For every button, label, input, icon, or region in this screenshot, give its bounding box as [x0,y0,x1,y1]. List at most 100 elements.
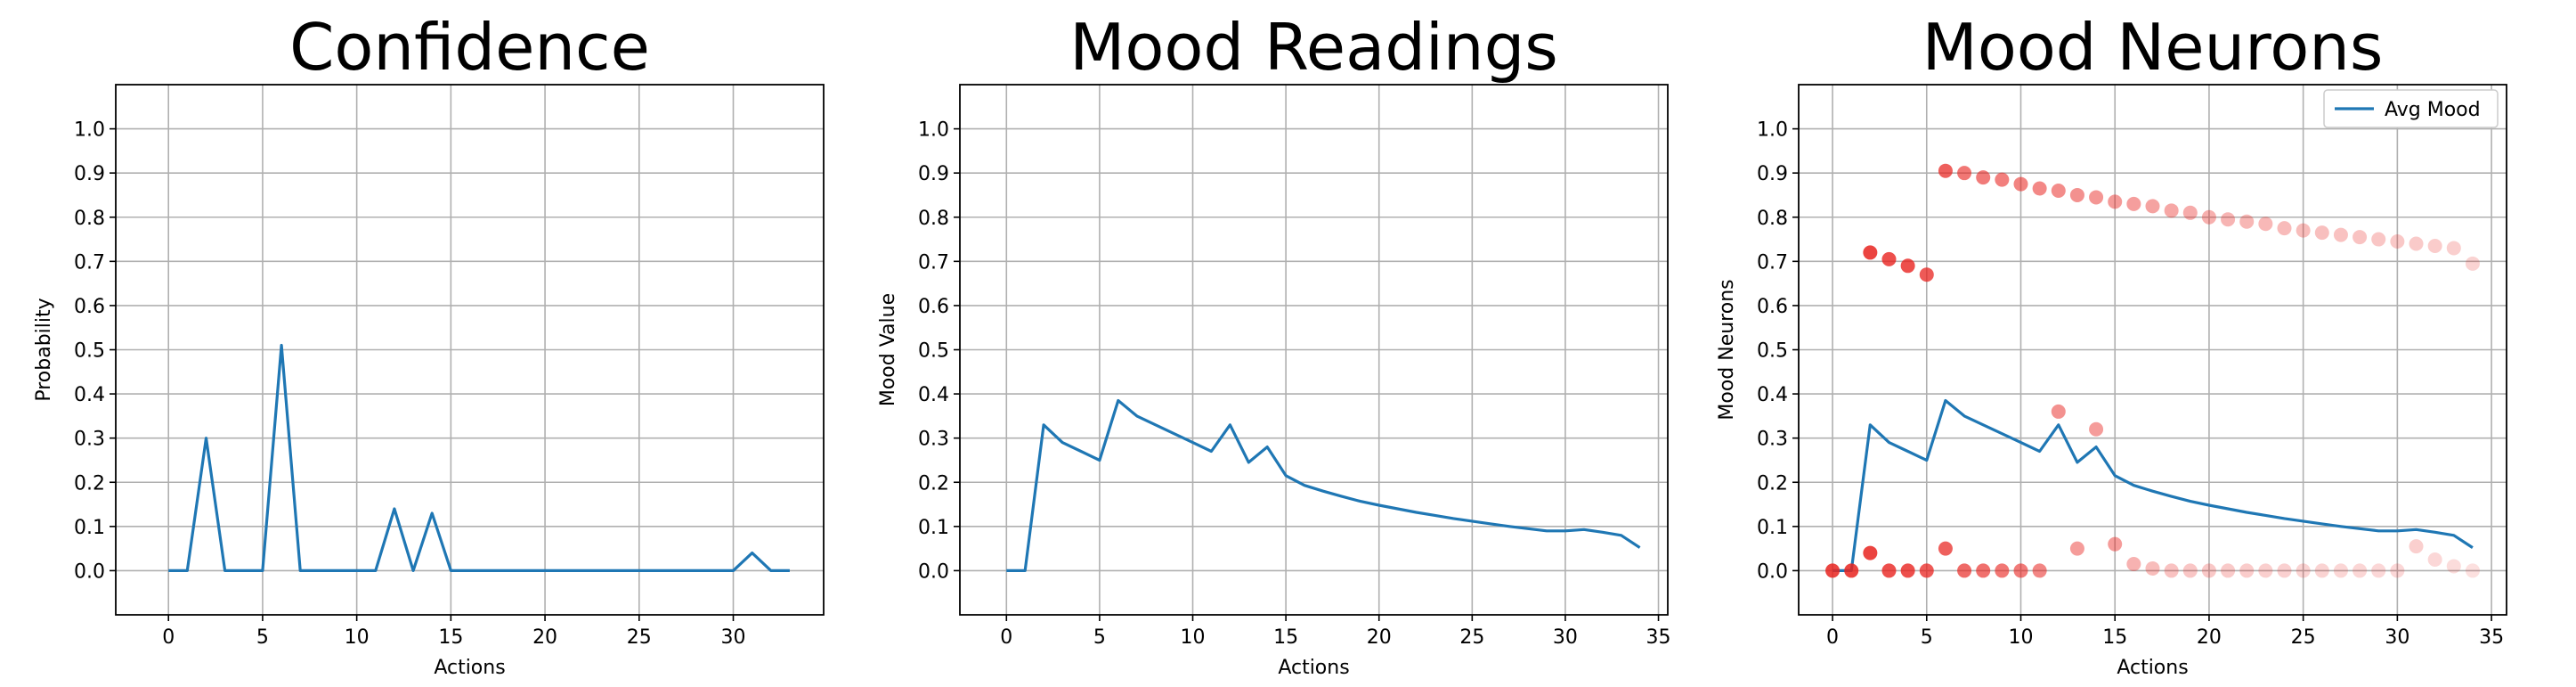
legend: Avg Mood [2323,89,2499,128]
y-tick-label: 0.5 [74,340,105,363]
x-tick-label: 5 [256,626,269,649]
y-tick-label: 0.0 [1757,560,1788,583]
scatter-point [1938,541,1953,556]
scatter-point [1900,563,1915,578]
chart-confidence: Confidence Actions Probability 0 5 10 15 20 2… [33,10,825,679]
scatter-point [2446,241,2461,256]
x-tick-label: 25 [1459,626,1484,649]
x-tick-label: 30 [2385,626,2409,649]
y-tick-label: 0.2 [918,472,949,495]
ticks: 0 5 10 15 20 25 30 35 0.0 0.1 0.2 0.3 0.4 0.5 0.6 0.7 0.… [918,119,1671,649]
scatter-point [2353,230,2368,245]
legend-box [2323,89,2499,128]
x-tick-label: 0 [162,626,175,649]
scatter-point [2013,176,2028,192]
y-tick-label: 0.3 [1757,429,1788,451]
x-tick-label: 0 [1826,626,1839,649]
y-tick-label: 0.4 [1757,384,1788,406]
x-axis-label: Actions [1278,657,1349,679]
gridlines [1799,85,2507,615]
scatter-point [2182,563,2198,578]
y-tick-label: 0.8 [1757,208,1788,230]
series-line [1832,398,2474,573]
scatter-point [2239,563,2255,578]
x-tick-label: 35 [1646,626,1671,649]
scatter-point [2371,232,2386,247]
scatter-point [1919,563,1934,578]
scatter-point [2069,541,2084,556]
y-tick-label: 0.7 [918,251,949,274]
y-tick-label: 1.0 [1757,119,1788,142]
x-tick-label: 10 [2008,626,2033,649]
scatter-point [2201,209,2216,225]
scatter-point [2089,190,2104,205]
y-tick-label: 0.7 [1757,251,1788,274]
scatter-point [1957,166,1972,181]
y-axis-label: Mood Neurons [1716,279,1738,420]
scatter-point [2201,563,2216,578]
y-tick-label: 0.2 [74,472,105,495]
scatter-point [2221,563,2236,578]
axes-frame [1798,84,2507,616]
scatter-point [1995,172,2010,187]
scatter-point [2446,559,2461,574]
scatter-point [2258,217,2273,232]
y-tick-label: 0.8 [918,208,949,230]
y-tick-label: 0.4 [918,384,949,406]
x-tick-label: 25 [627,626,652,649]
y-tick-label: 0.0 [74,560,105,583]
scatter-point [1976,563,1991,578]
scatter-point [2353,563,2368,578]
scatter-point [1881,251,1897,266]
scatter-point [2465,563,2480,578]
x-tick-label: 20 [532,626,557,649]
x-tick-label: 25 [2291,626,2316,649]
x-axis-label: Actions [434,657,505,679]
scatter-point [1919,267,1934,282]
y-tick-label: 0.3 [74,429,105,451]
chart-title: Mood Readings [1069,10,1558,85]
scatter-point [2145,199,2160,214]
scatter-point [2108,194,2123,209]
scatter-point [2277,221,2292,236]
ticks: 0 5 10 15 20 25 30 0.0 0.1 0.2 0.3 0.4 0.5 0.6 0.7 0.8 0… [74,119,746,649]
scatter-point [2258,563,2273,578]
y-tick-label: 0.1 [1757,517,1788,539]
scatter-point [2277,563,2292,578]
y-tick-label: 0.4 [74,384,105,406]
y-tick-label: 0.1 [74,517,105,539]
scatter-point [2013,563,2028,578]
x-tick-label: 15 [438,626,463,649]
legend-label: Avg Mood [2385,99,2481,121]
x-tick-label: 5 [1921,626,1933,649]
scatter-point [2296,563,2311,578]
scatter-point [2089,421,2104,437]
scatter-point [2051,404,2066,419]
scatter-point [1938,163,1953,178]
y-tick-label: 0.9 [1757,163,1788,185]
y-axis-label: Probability [33,298,55,401]
y-tick-label: 1.0 [918,119,949,142]
x-tick-label: 20 [2197,626,2222,649]
scatter-point [2427,552,2442,568]
scatter-point [2371,563,2386,578]
y-tick-label: 0.9 [74,163,105,185]
scatter-point [2108,536,2123,552]
chart-mood-readings: Mood Readings Actions Mood Value 0 5 10 15 2… [877,10,1671,679]
x-tick-label: 10 [345,626,370,649]
scatter-point [2296,223,2311,238]
y-tick-label: 0.6 [918,296,949,318]
scatter-point [2164,203,2179,218]
y-tick-label: 1.0 [74,119,105,142]
y-tick-label: 0.8 [74,208,105,230]
scatter-point [2126,556,2141,571]
scatter-point [2409,539,2424,554]
y-tick-label: 0.3 [918,429,949,451]
y-tick-label: 0.6 [1757,296,1788,318]
scatter-point [1900,258,1915,274]
scatter-point [2069,187,2084,202]
scatter-point [1995,563,2010,578]
chart-mood-neurons: Mood Neurons Actions Mood Neurons 0 5 10 15… [1716,10,2507,679]
x-tick-label: 30 [1553,626,1578,649]
